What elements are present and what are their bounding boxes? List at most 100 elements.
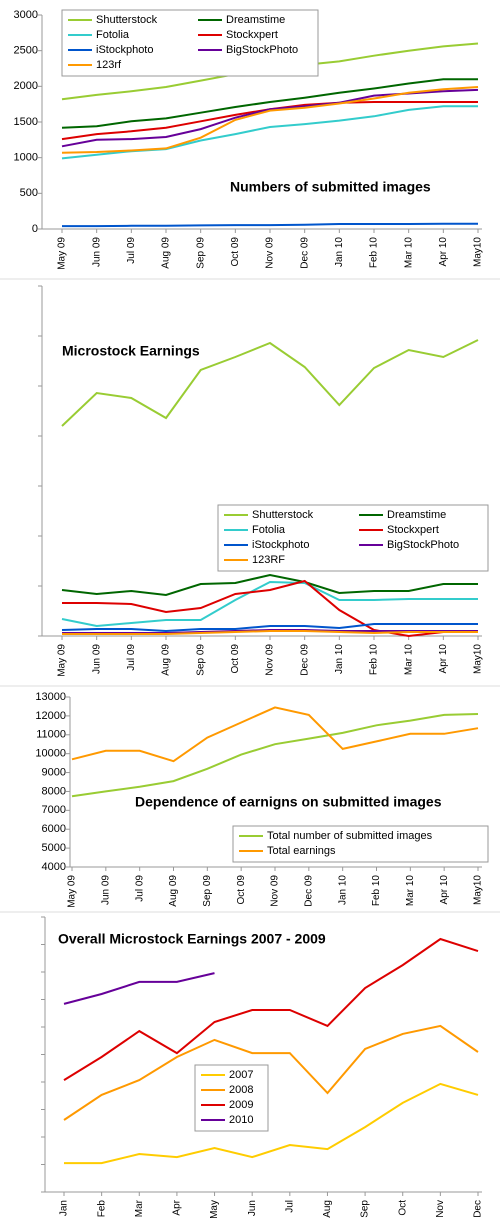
series-line — [61, 86, 479, 154]
x-tick-label: Dec — [473, 1200, 484, 1218]
x-tick-label: May 09 — [57, 237, 68, 270]
y-tick-label: 10000 — [35, 748, 66, 760]
x-tick-label: Mar 10 — [405, 875, 416, 907]
x-tick-label: Oct — [397, 1200, 408, 1216]
x-tick-label: Jun 09 — [100, 875, 111, 905]
x-tick-label: Aug 09 — [161, 237, 172, 269]
series-line — [61, 339, 479, 427]
chart-title: Overall Microstock Earnings 2007 - 2009 — [58, 931, 326, 947]
series-line — [62, 222, 478, 228]
legend-box — [217, 504, 489, 572]
series-line — [61, 623, 478, 633]
legend-box — [61, 9, 319, 77]
y-tick-label: 13000 — [35, 691, 66, 703]
legend-label: BigStockPhoto — [387, 539, 459, 551]
x-tick-label: Apr 10 — [438, 237, 449, 267]
x-tick-label: Aug 09 — [168, 875, 179, 907]
series-line — [63, 937, 479, 1081]
legend-label: BigStockPhoto — [226, 44, 298, 56]
y-tick-label: 2000 — [14, 80, 38, 92]
y-tick-label: 1500 — [14, 116, 38, 128]
chart-title: Dependence of earnigns on submitted imag… — [135, 794, 442, 810]
x-tick-label: Feb 10 — [371, 875, 382, 907]
legend-label: iStockphoto — [96, 44, 153, 56]
x-tick-label: Sep 09 — [202, 875, 213, 907]
chart-title: Microstock Earnings — [62, 343, 200, 359]
legend-label: Shutterstock — [252, 509, 314, 521]
legend-label: Shutterstock — [96, 14, 158, 26]
series-line — [62, 630, 478, 635]
x-tick-label: Jan 10 — [334, 237, 345, 267]
x-tick-label: Jun 09 — [91, 644, 102, 674]
series-line — [62, 579, 478, 638]
x-tick-label: May 09 — [57, 644, 68, 677]
y-tick-label: 12000 — [35, 710, 66, 722]
x-tick-label: Aug — [322, 1200, 333, 1218]
series-line — [63, 972, 215, 1005]
x-tick-label: Apr 10 — [439, 875, 450, 905]
y-tick-label: 1000 — [14, 152, 38, 164]
x-tick-label: Dec 09 — [303, 875, 314, 907]
x-tick-label: Nov 09 — [265, 644, 276, 676]
series-line — [63, 1024, 479, 1121]
x-tick-label: May10 — [473, 644, 484, 674]
x-tick-label: Jun 09 — [91, 237, 102, 267]
x-tick-label: Aug 09 — [161, 644, 172, 676]
legend-label: 123rf — [96, 59, 122, 71]
x-tick-label: Nov 09 — [265, 237, 276, 269]
y-tick-label: 9000 — [42, 766, 66, 778]
legend-label: Stockxpert — [387, 524, 439, 536]
series-line — [61, 573, 478, 597]
x-tick-label: Jul 09 — [126, 644, 137, 671]
legend-label: 123RF — [252, 554, 285, 566]
legend-box — [232, 825, 489, 863]
x-tick-label: Nov 09 — [270, 875, 281, 907]
series-line — [61, 580, 478, 628]
series-line — [71, 713, 479, 798]
x-tick-label: Apr 10 — [438, 644, 449, 674]
x-tick-label: Oct 09 — [230, 237, 241, 267]
x-tick-label: Dec 09 — [299, 644, 310, 676]
x-tick-label: Mar 10 — [403, 237, 414, 269]
x-tick-label: Jul — [284, 1200, 295, 1213]
legend-label: Stockxpert — [226, 29, 278, 41]
x-tick-label: May10 — [473, 875, 484, 905]
x-tick-label: Feb 10 — [369, 644, 380, 676]
x-tick-label: Feb — [96, 1200, 107, 1218]
x-tick-label: Jul 09 — [126, 237, 137, 264]
y-tick-label: 2500 — [14, 45, 38, 57]
legend-label: Total number of submitted images — [267, 830, 433, 842]
y-tick-label: 4000 — [42, 861, 66, 873]
x-tick-label: Sep — [360, 1200, 371, 1218]
x-tick-label: Oct 09 — [230, 644, 241, 674]
x-tick-label: Mar — [134, 1199, 145, 1217]
legend-label: 2010 — [229, 1114, 253, 1126]
legend-label: Fotolia — [252, 524, 286, 536]
x-tick-label: May10 — [473, 237, 484, 267]
y-tick-label: 11000 — [36, 729, 66, 741]
series-line — [61, 78, 478, 129]
y-tick-label: 7000 — [42, 804, 66, 816]
x-tick-label: Mar 10 — [403, 644, 414, 676]
y-tick-label: 8000 — [42, 785, 66, 797]
x-tick-label: Feb 10 — [369, 237, 380, 269]
legend-label: Fotolia — [96, 29, 130, 41]
x-tick-label: Nov — [435, 1200, 446, 1218]
legend-label: 2007 — [229, 1069, 253, 1081]
chart-title: Numbers of submitted images — [230, 179, 431, 195]
x-tick-label: May 09 — [67, 875, 78, 908]
x-tick-label: Sep 09 — [195, 237, 206, 269]
series-line — [71, 706, 479, 763]
x-tick-label: Jul 09 — [134, 875, 145, 902]
y-tick-label: 0 — [32, 223, 38, 235]
x-tick-label: Jun — [247, 1200, 258, 1216]
x-tick-label: Jan — [59, 1200, 70, 1216]
x-tick-label: May — [209, 1200, 220, 1219]
y-tick-label: 5000 — [42, 842, 66, 854]
x-tick-label: Jan 10 — [334, 644, 345, 674]
x-tick-label: Sep 09 — [195, 644, 206, 676]
legend-label: Total earnings — [267, 845, 336, 857]
x-tick-label: Dec 09 — [299, 237, 310, 269]
x-tick-label: Oct 09 — [236, 875, 247, 905]
